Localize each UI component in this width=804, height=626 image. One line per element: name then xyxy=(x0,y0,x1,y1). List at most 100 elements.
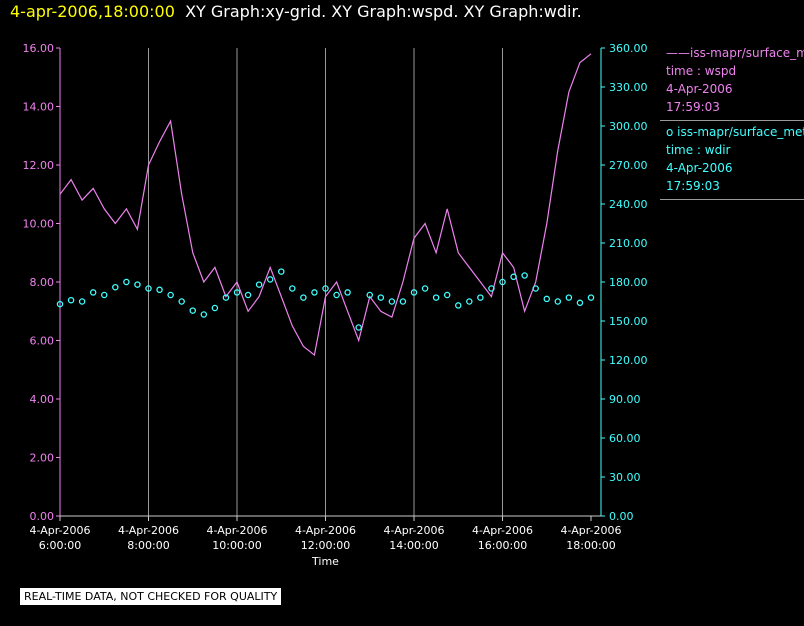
wdir-point xyxy=(123,278,130,286)
wdir-point xyxy=(266,276,274,283)
y-left-tick-label: 0.00 xyxy=(30,510,55,523)
y-right-tick-label: 60.00 xyxy=(609,432,641,445)
legend-circle-marker: o xyxy=(666,125,674,139)
wdir-point xyxy=(355,324,362,331)
y-left-tick-label: 4.00 xyxy=(30,393,55,406)
y-right-tick-label: 360.00 xyxy=(609,42,648,55)
legend-source: iss-mapr/surface_met xyxy=(677,125,804,139)
legend: ——iss-mapr/surface_met time : wspd 4-Apr… xyxy=(660,44,804,202)
legend-source: iss-mapr/surface_met xyxy=(690,46,804,60)
wdir-point xyxy=(410,289,418,296)
wdir-point xyxy=(178,298,185,305)
wdir-point xyxy=(366,291,373,299)
y-right-tick-label: 150.00 xyxy=(609,315,648,328)
wdir-point xyxy=(377,294,385,301)
legend-date: 4-Apr-2006 xyxy=(666,161,733,175)
wdir-point xyxy=(554,298,562,305)
y-right-tick-label: 270.00 xyxy=(609,159,648,172)
y-right-tick-label: 90.00 xyxy=(609,393,641,406)
wdir-point xyxy=(244,291,252,299)
wdir-point xyxy=(432,294,440,301)
wdir-point xyxy=(233,289,241,296)
y-left-tick-label: 6.00 xyxy=(30,335,55,348)
wdir-point xyxy=(344,289,351,296)
wdir-point xyxy=(565,294,573,301)
y-right-tick-label: 210.00 xyxy=(609,237,648,250)
y-right-tick-label: 30.00 xyxy=(609,471,641,484)
wdir-point xyxy=(477,294,484,301)
y-right-tick-label: 240.00 xyxy=(609,198,648,211)
x-tick-time: 16:00:00 xyxy=(478,539,527,552)
x-tick-time: 6:00:00 xyxy=(39,539,81,552)
y-left-tick-label: 2.00 xyxy=(30,452,55,465)
wdir-point xyxy=(388,298,396,305)
series-wspd xyxy=(59,53,592,357)
wdir-point xyxy=(67,296,75,304)
chart-title: 4-apr-2006,18:00:00 XY Graph:xy-grid. XY… xyxy=(10,2,582,21)
series-wdir xyxy=(56,268,595,331)
wdir-point xyxy=(543,295,551,303)
wdir-point xyxy=(78,298,86,305)
x-tick-date: 4-Apr-2006 xyxy=(383,524,444,537)
grid-lines xyxy=(148,48,503,516)
wdir-point xyxy=(532,285,539,292)
x-axis-label: Time xyxy=(311,555,339,568)
wdir-point xyxy=(255,281,263,288)
legend-entry-wdir: o iss-mapr/surface_met time : wdir 4-Apr… xyxy=(660,123,804,200)
wdir-point xyxy=(333,291,340,299)
graph-list: XY Graph:xy-grid. XY Graph:wspd. XY Grap… xyxy=(185,2,582,21)
wdir-point xyxy=(521,272,528,279)
wdir-point xyxy=(499,278,506,286)
x-tick-time: 18:00:00 xyxy=(566,539,615,552)
wdir-point xyxy=(300,294,307,301)
wdir-point xyxy=(421,285,429,292)
wdir-point xyxy=(510,273,517,281)
wdir-point xyxy=(89,289,97,296)
legend-date: 4-Apr-2006 xyxy=(666,82,733,96)
legend-variable: time : wdir xyxy=(666,143,731,157)
legend-entry-wspd: ——iss-mapr/surface_met time : wspd 4-Apr… xyxy=(660,44,804,121)
y-right-tick-label: 120.00 xyxy=(609,354,648,367)
wdir-point xyxy=(443,291,451,299)
x-tick-time: 10:00:00 xyxy=(212,539,261,552)
wdir-point xyxy=(277,268,285,275)
x-tick-date: 4-Apr-2006 xyxy=(29,524,90,537)
x-tick-time: 12:00:00 xyxy=(301,539,350,552)
tick-labels: 0.00 2.00 4.00 6.00 8.00 10.00 12.00 14.00 16.00… xyxy=(23,42,648,568)
wdir-point xyxy=(101,291,108,299)
wdir-point xyxy=(322,285,329,292)
y-left-tick-label: 8.00 xyxy=(30,276,55,289)
x-tick-date: 4-Apr-2006 xyxy=(118,524,179,537)
wdir-point xyxy=(112,283,119,291)
legend-time: 17:59:03 xyxy=(666,179,720,193)
wdir-point xyxy=(156,286,163,294)
y-right-tick-label: 300.00 xyxy=(609,120,648,133)
x-tick-date: 4-Apr-2006 xyxy=(472,524,533,537)
x-tick-date: 4-Apr-2006 xyxy=(295,524,356,537)
wdir-point xyxy=(311,289,318,296)
y-right-tick-label: 0.00 xyxy=(609,510,634,523)
y-right-tick-label: 180.00 xyxy=(609,276,648,289)
wdir-point xyxy=(189,307,196,314)
wdir-point xyxy=(289,285,296,292)
wdir-point xyxy=(167,291,174,299)
quality-notice: REAL-TIME DATA, NOT CHECKED FOR QUALITY xyxy=(20,588,282,605)
wdir-point xyxy=(399,298,407,305)
wdir-point xyxy=(222,294,230,301)
timestamp: 4-apr-2006,18:00:00 xyxy=(10,2,175,21)
y-left-tick-label: 14.00 xyxy=(23,101,55,114)
legend-line-marker: —— xyxy=(666,46,690,60)
legend-variable: time : wspd xyxy=(666,64,737,78)
x-tick-time: 14:00:00 xyxy=(389,539,438,552)
y-left-tick-label: 16.00 xyxy=(23,42,55,55)
wdir-point xyxy=(134,281,141,288)
wdir-point xyxy=(145,285,152,292)
wdir-point xyxy=(587,294,595,301)
wdir-point xyxy=(576,299,584,307)
wdir-point xyxy=(200,311,208,318)
axes xyxy=(56,47,605,521)
wdir-point xyxy=(466,298,473,305)
wspd-line xyxy=(59,53,592,357)
wdir-point xyxy=(56,300,64,308)
